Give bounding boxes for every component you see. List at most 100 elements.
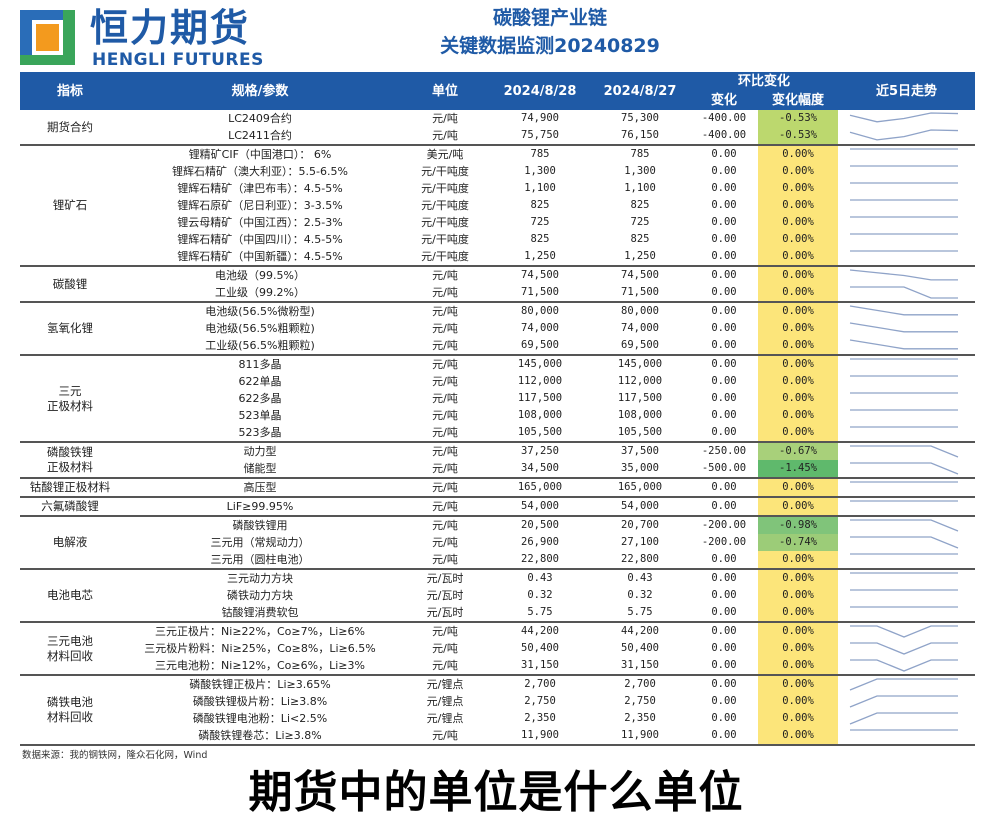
unit-cell: 元/吨 <box>432 462 458 475</box>
value-0828: 1,100 <box>524 182 556 194</box>
table-row: 磷酸铁锂 正极材料 动力型 元/吨 37,250 37,500 -250.00 -0.67% <box>20 441 976 478</box>
spec-cell: 高压型 <box>120 477 400 497</box>
unit-cell: 元/吨 <box>432 729 458 742</box>
table-row: 锂辉石精矿（中国新疆）：4.5-5% 元/干吨度 1,250 1,250 0.00 0.0… <box>20 248 975 266</box>
change-cell: 0.00 <box>711 233 737 245</box>
spec-cell: 三元极片粉料：Ni≥25%，Co≥8%，Li≥6.5% <box>144 642 376 655</box>
value-0827: 112,000 <box>617 375 663 387</box>
value-0827: 5.75 <box>627 606 653 618</box>
spec-cell: 电池级(56.5%微粉型) <box>120 301 400 320</box>
unit-cell: 元/吨 <box>400 621 490 640</box>
value-0827: 22,800 <box>621 553 659 565</box>
change-cell: 0.00 <box>690 301 758 320</box>
value-0827: 76,150 <box>621 129 659 141</box>
value-0827: 27,100 <box>621 536 659 548</box>
spec-cell: 锂辉石精矿（中国四川）：4.5-5% <box>177 233 343 246</box>
spec-cell: 磷铁动力方块 <box>227 589 293 602</box>
sparkline <box>849 339 959 350</box>
value-0827: 0.43 <box>590 568 690 587</box>
value-0827: 825 <box>630 233 650 245</box>
spec-cell: 622单晶 <box>238 375 282 388</box>
value-0828: 108,000 <box>517 409 563 421</box>
report-subtitle: 关键数据监测20240829 <box>440 35 660 57</box>
group-name: 磷酸铁锂 正极材料 <box>20 441 120 478</box>
sparkline <box>850 729 959 731</box>
sparkline-cell <box>838 515 976 534</box>
value-0827: 74,500 <box>590 265 690 284</box>
spec-cell: LC2411合约 <box>228 129 292 142</box>
unit-cell: 元/吨 <box>432 129 458 142</box>
table-row: 钴酸锂正极材料 高压型 元/吨 165,000 165,000 0.00 0.00% <box>20 477 976 497</box>
spec-cell: 动力型 <box>120 441 400 460</box>
sparkline <box>850 392 959 394</box>
change-cell: -400.00 <box>701 129 747 141</box>
change-pct-cell: 0.00% <box>758 640 839 657</box>
change-pct-cell: -1.45% <box>758 460 839 478</box>
table-body: 期货合约 LC2409合约 元/吨 74,900 75,300 -400.00 -0.53%… <box>20 110 976 745</box>
group-name: 六氟磷酸锂 <box>20 496 120 516</box>
table-row: 碳酸锂 电池级（99.5%） 元/吨 74,500 74,500 0.00 0.00% <box>20 265 976 302</box>
change-cell: 0.00 <box>711 642 737 654</box>
change-cell: 0.00 <box>690 265 758 284</box>
table-row: 三元用（圆柱电池） 元/吨 22,800 22,800 0.00 0.00% <box>20 551 975 569</box>
spec-cell: 磷酸铁锂正极片：Li≥3.65% <box>120 674 400 693</box>
header-change-pct: 变化幅度 <box>758 91 839 110</box>
sparkline-line <box>850 659 959 672</box>
change-cell: -500.00 <box>701 462 747 474</box>
sparkline-cell <box>838 144 976 163</box>
table-row: LC2411合约 元/吨 75,750 76,150 -400.00 -0.53% <box>20 127 975 145</box>
value-0828: 2,700 <box>490 674 590 693</box>
sparkline <box>849 695 959 708</box>
sparkline-cell <box>838 534 975 551</box>
change-cell: 0.00 <box>690 354 758 373</box>
value-0827: 1,100 <box>624 182 656 194</box>
sparkline-cell <box>838 337 975 355</box>
sparkline <box>850 659 959 672</box>
change-pct-cell: 0.00% <box>758 424 839 442</box>
group-name: 三元 正极材料 <box>20 354 120 442</box>
unit-cell: 元/锂点 <box>426 712 464 725</box>
sparkline <box>849 322 959 333</box>
header-indicator: 指标 <box>20 72 120 110</box>
table-row: 三元电池粉：Ni≥12%，Co≥6%，Li≥3% 元/吨 31,150 31,150 0… <box>20 657 975 675</box>
sparkline <box>850 445 959 458</box>
sparkline-cell <box>838 551 975 569</box>
sparkline-cell <box>838 640 975 657</box>
spec-cell: 锂精矿CIF（中国港口）： 6% <box>120 144 400 163</box>
value-0827: 165,000 <box>590 477 690 497</box>
group-name: 三元电池 材料回收 <box>20 621 120 675</box>
change-cell: 0.00 <box>711 729 737 741</box>
change-pct-cell: 0.00% <box>758 373 839 390</box>
sparkline-cell <box>838 265 976 284</box>
table-row: 锂辉石精矿（中国四川）：4.5-5% 元/干吨度 825 825 0.00 0.00% <box>20 231 975 248</box>
sparkline <box>850 625 959 638</box>
data-source: 数据来源：我的钢铁网，隆众石化网，Wind <box>22 750 208 761</box>
table-row: 六氟磷酸锂 LiF≥99.95% 元/吨 54,000 54,000 0.00 0.00% <box>20 496 976 516</box>
unit-cell: 元/干吨度 <box>421 182 469 195</box>
change-pct-cell: 0.00% <box>758 214 839 231</box>
spec-cell: 锂云母精矿（中国江西）：2.5-3% <box>177 216 343 229</box>
spec-cell: 锂辉石精矿（中国新疆）：4.5-5% <box>177 250 343 263</box>
change-cell: 0.00 <box>711 659 737 671</box>
sparkline-cell <box>838 568 976 587</box>
table-row: 622单晶 元/吨 112,000 112,000 0.00 0.00% <box>20 373 975 390</box>
change-cell: -400.00 <box>701 112 747 124</box>
unit-cell: 元/干吨度 <box>421 165 469 178</box>
sparkline-cell <box>838 180 975 197</box>
sparkline <box>850 481 959 483</box>
sparkline <box>849 269 959 281</box>
value-0828: 5.75 <box>527 606 553 618</box>
unit-cell: 元/瓦时 <box>400 568 490 587</box>
table-row: 锂辉石精矿（津巴布韦）：4.5-5% 元/干吨度 1,100 1,100 0.00 0.0… <box>20 180 975 197</box>
sparkline <box>849 305 959 316</box>
spec-cell: 磷酸铁锂极片粉：Li≥3.8% <box>192 695 328 708</box>
sparkline-cell <box>838 424 975 442</box>
sparkline-line <box>849 129 959 141</box>
sparkline <box>850 165 959 167</box>
change-cell: 0.00 <box>690 621 758 640</box>
change-cell: 0.00 <box>711 199 737 211</box>
unit-cell: 元/吨 <box>432 553 458 566</box>
table-row: 锂辉石精矿（澳大利亚）：5.5-6.5% 元/干吨度 1,300 1,300 0.00 0… <box>20 163 975 180</box>
spec-cell: 磷酸铁锂卷芯：Li≥3.8% <box>198 729 322 742</box>
value-0827: 1,300 <box>624 165 656 177</box>
